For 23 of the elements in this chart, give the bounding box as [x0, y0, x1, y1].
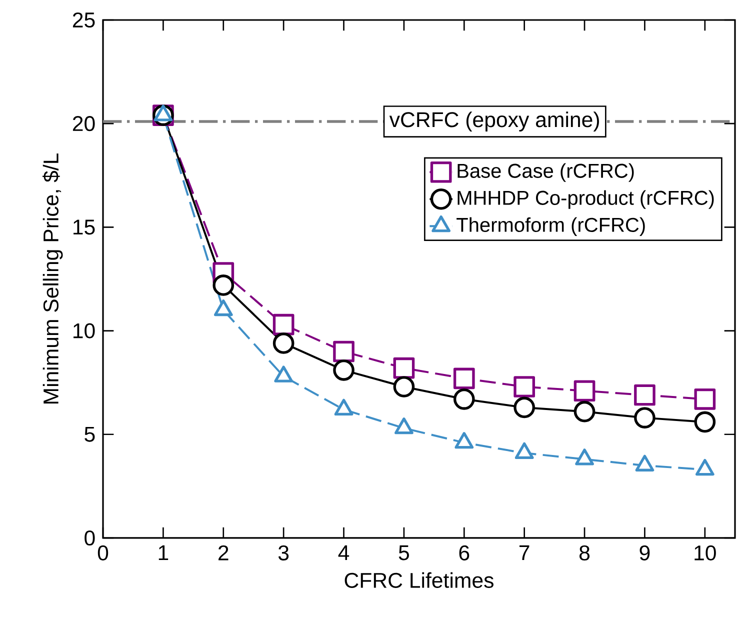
x-tick-label: 3 [278, 545, 289, 560]
x-tick-label: 9 [640, 545, 650, 560]
y-tick-label: 10 [74, 323, 95, 338]
y-tick-label: 20 [72, 116, 95, 132]
x-tick-label: 8 [580, 545, 590, 560]
x-tick-label: 6 [459, 545, 470, 560]
x-tick-label: 1 [158, 545, 168, 560]
x-tick-label: 10 [694, 545, 716, 560]
x-tick-label: 4 [338, 545, 350, 560]
y-tick-label: 25 [72, 12, 95, 28]
y-tick-label: 5 [84, 426, 95, 442]
legend-label: Base Case (rCFRC) [458, 163, 634, 182]
y-tick-label: 15 [74, 220, 95, 235]
x-tick-label: 2 [218, 545, 228, 560]
y-axis-title: Minimum Selling Price, $/L [42, 153, 63, 404]
legend-label: Thermoform (rCFRC) [456, 217, 645, 236]
x-tick-label: 7 [519, 545, 530, 560]
y-tick-label: 0 [84, 530, 95, 546]
x-axis-title: CFRC Lifetimes [344, 572, 494, 588]
legend-label: MHHDP Co-product (rCFRC) [458, 190, 714, 209]
x-tick-label: 5 [398, 545, 409, 560]
x-tick-label: 0 [98, 545, 108, 560]
ref-line-label: vCRFC (epoxy amine) [389, 112, 599, 132]
